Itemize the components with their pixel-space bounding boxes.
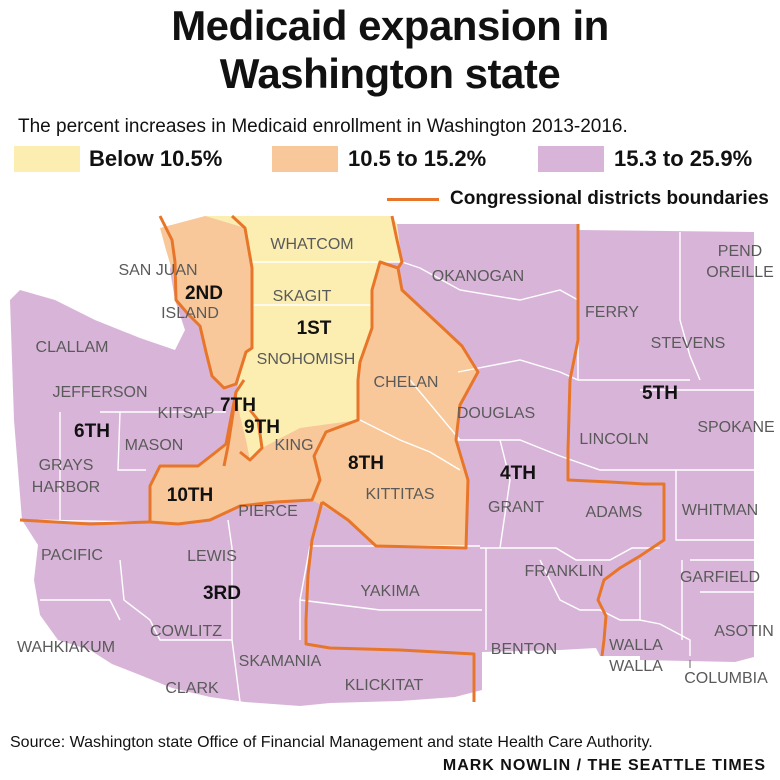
legend-label-low: Below 10.5% (89, 146, 223, 171)
county-label-jefferson: JEFFERSON (52, 384, 147, 401)
credit-line: MARK NOWLIN / THE SEATTLE TIMES (442, 757, 766, 774)
legend-swatch-low (14, 146, 80, 172)
region-2nd-district (160, 216, 252, 388)
county-label-island: ISLAND (161, 305, 219, 322)
county-label-wahkiakum: WAHKIAKUM (17, 639, 115, 656)
county-label-stevens: STEVENS (651, 335, 726, 352)
legend-swatch-high (538, 146, 604, 172)
county-label-san-juan: SAN JUAN (118, 262, 197, 279)
district-label-9th: 9TH (244, 417, 280, 438)
region-1st-district (205, 216, 402, 460)
county-label-snohomish: SNOHOMISH (257, 351, 356, 368)
county-label-skamania: SKAMANIA (239, 653, 322, 670)
district-label-5th: 5TH (642, 383, 678, 404)
county-label-klickitat: KLICKITAT (345, 677, 424, 694)
county-label-spokane: SPOKANE (697, 419, 774, 436)
county-labels: WHATCOM SAN JUAN ISLAND SKAGIT OKANOGAN … (17, 236, 775, 697)
county-label-ferry: FERRY (585, 304, 639, 321)
county-label-okanogan: OKANOGAN (432, 268, 524, 285)
district-label-2nd: 2ND (185, 283, 223, 304)
county-label-pacific: PACIFIC (41, 547, 103, 564)
county-label-pend-oreille-2: OREILLE (706, 264, 774, 281)
county-label-whatcom: WHATCOM (270, 236, 353, 253)
county-label-garfield: GARFIELD (680, 569, 760, 586)
district-label-7th: 7TH (220, 395, 256, 416)
county-label-lewis: LEWIS (187, 548, 237, 565)
district-boundaries (19, 214, 666, 702)
county-label-pend-oreille-1: PEND (718, 243, 762, 260)
county-label-cowlitz: COWLITZ (150, 623, 222, 640)
district-label-4th: 4TH (500, 463, 536, 484)
county-boundaries (19, 230, 754, 703)
county-label-kitsap: KITSAP (158, 405, 215, 422)
county-label-walla-walla-1: WALLA (609, 637, 663, 654)
county-label-whitman: WHITMAN (682, 502, 758, 519)
district-label-1st: 1ST (297, 318, 332, 339)
county-label-lincoln: LINCOLN (579, 431, 648, 448)
county-label-skagit: SKAGIT (273, 288, 332, 305)
county-label-chelan: CHELAN (374, 374, 439, 391)
county-label-benton: BENTON (491, 641, 557, 658)
county-label-pierce: PIERCE (238, 503, 298, 520)
district-label-6th: 6TH (74, 421, 110, 442)
county-label-grant: GRANT (488, 499, 544, 516)
legend-boundary-label: Congressional districts boundaries (450, 188, 769, 209)
subtitle: The percent increases in Medicaid enroll… (18, 116, 628, 137)
county-label-franklin: FRANKLIN (524, 563, 603, 580)
county-label-kittitas: KITTITAS (365, 486, 434, 503)
legend-label-high: 15.3 to 25.9% (614, 146, 753, 171)
source-note: Source: Washington state Office of Finan… (10, 734, 653, 751)
county-label-mason: MASON (125, 437, 184, 454)
district-label-3rd: 3RD (203, 583, 241, 604)
county-label-walla-walla-2: WALLA (609, 658, 663, 675)
district-label-10th: 10TH (167, 485, 213, 506)
legend-label-mid: 10.5 to 15.2% (348, 146, 487, 171)
county-label-grays-harbor-2: HARBOR (32, 479, 100, 496)
legend-boundary-line (387, 198, 439, 201)
county-label-adams: ADAMS (586, 504, 643, 521)
county-label-douglas: DOUGLAS (457, 405, 535, 422)
county-label-king: KING (274, 437, 313, 454)
title-line-1: Medicaid expansion in (171, 2, 609, 49)
title-line-2: Washington state (219, 50, 561, 97)
legend-swatch-mid (272, 146, 338, 172)
county-label-yakima: YAKIMA (360, 583, 420, 600)
county-label-clallam: CLALLAM (36, 339, 109, 356)
county-label-asotin: ASOTIN (714, 623, 774, 640)
district-label-8th: 8TH (348, 453, 384, 474)
county-label-clark: CLARK (165, 680, 219, 697)
county-label-columbia: COLUMBIA (684, 670, 768, 687)
district-labels: 1ST 2ND 3RD 4TH 5TH 6TH 7TH 8TH 9TH 10TH (74, 283, 678, 604)
county-label-grays-harbor-1: GRAYS (39, 457, 94, 474)
